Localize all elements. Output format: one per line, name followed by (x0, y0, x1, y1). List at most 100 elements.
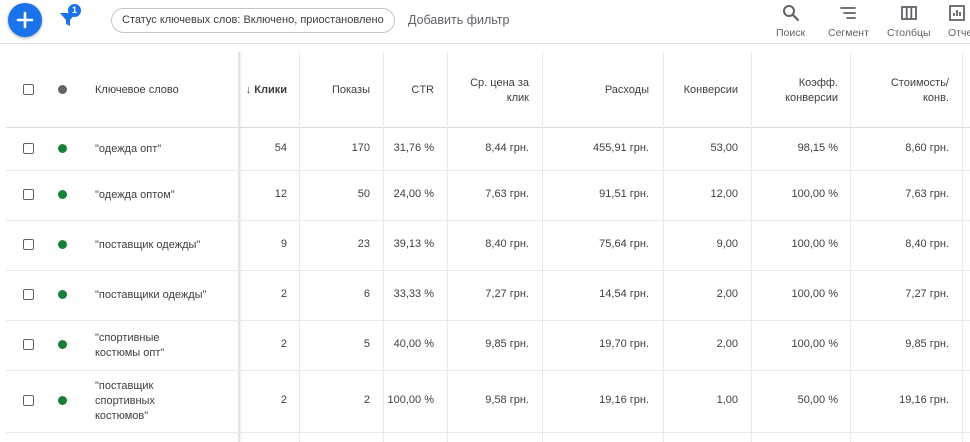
enabled-status-icon (58, 190, 67, 199)
table-header: Ключевое слово ↓ Клики Показы CTR Ср. це… (6, 52, 970, 128)
row-checkbox[interactable] (23, 339, 34, 350)
column-divider (962, 52, 963, 442)
row-checkbox[interactable] (23, 189, 34, 200)
clicks-cell: 2 (280, 338, 287, 350)
keyword-cell[interactable]: "одежда опт" (95, 143, 162, 155)
keyword-status-filter-chip[interactable]: Статус ключевых слов: Включено, приостан… (111, 8, 395, 33)
conversions-cell: 53,00 (710, 142, 738, 154)
cost-per-conversion-cell: 7,63 грн. (905, 188, 949, 200)
enabled-status-icon (58, 240, 67, 249)
header-impressions[interactable]: Показы (331, 84, 370, 96)
header-keyword[interactable]: Ключевое слово (95, 84, 179, 96)
avg-cpc-cell: 8,44 грн. (485, 142, 529, 154)
add-button[interactable] (8, 3, 42, 37)
cost-per-conversion-cell: 8,40 грн. (905, 238, 949, 250)
impressions-cell: 2 (363, 394, 370, 406)
ctr-cell: 24,00 % (393, 188, 434, 200)
avg-cpc-cell: 9,58 грн. (485, 394, 529, 406)
table-row[interactable]: "поставщик спортивных костюмов" 2 2 100,… (6, 371, 970, 433)
cost-cell: 19,16 грн. (599, 394, 649, 406)
row-checkbox[interactable] (23, 395, 34, 406)
clicks-cell: 9 (280, 238, 287, 250)
conversions-cell: 2,00 (716, 288, 738, 300)
column-divider (299, 52, 300, 442)
enabled-status-icon (58, 340, 67, 349)
columns-tool-label: Столбцы (887, 27, 931, 39)
table-row[interactable]: "поставщик одежды" 9 23 39,13 % 8,40 грн… (6, 221, 970, 271)
cost-per-conversion-cell: 8,60 грн. (905, 142, 949, 154)
cost-cell: 19,70 грн. (599, 338, 649, 350)
conversions-cell: 1,00 (716, 394, 738, 406)
enabled-status-icon (58, 396, 67, 405)
column-divider (850, 52, 851, 442)
keyword-cell[interactable]: "поставщики одежды" (95, 289, 207, 301)
header-avg-cpc[interactable]: Ср. цена за клик (470, 77, 529, 104)
conversions-cell: 2,00 (716, 338, 738, 350)
header-cost[interactable]: Расходы (604, 84, 649, 96)
cost-cell: 75,64 грн. (599, 238, 649, 250)
header-conversions[interactable]: Конверсии (683, 84, 738, 96)
ctr-cell: 100,00 % (387, 394, 434, 406)
columns-icon (900, 6, 917, 20)
enabled-status-icon (58, 144, 67, 153)
avg-cpc-cell: 7,63 грн. (485, 188, 529, 200)
search-tool-button[interactable]: Поиск (776, 4, 805, 39)
conversion-rate-cell: 98,15 % (797, 142, 838, 154)
search-tool-label: Поиск (776, 27, 806, 39)
cost-cell: 14,54 грн. (599, 288, 649, 300)
avg-cpc-cell: 7,27 грн. (485, 288, 529, 300)
avg-cpc-cell: 9,85 грн. (485, 338, 529, 350)
keyword-cell[interactable]: "одежда оптом" (95, 189, 175, 201)
row-checkbox[interactable] (23, 239, 34, 250)
clicks-cell: 2 (280, 288, 287, 300)
table-row[interactable]: "одежда опт" 54 170 31,76 % 8,44 грн. 45… (6, 128, 970, 171)
status-header-icon (58, 85, 67, 94)
cost-per-conversion-cell: 19,16 грн. (899, 394, 949, 406)
sort-down-icon: ↓ (245, 84, 252, 96)
row-checkbox[interactable] (23, 143, 34, 154)
reports-tool-button[interactable]: Отчеты (948, 4, 970, 39)
clicks-cell: 54 (274, 142, 287, 154)
reports-tool-label: Отчеты (948, 27, 970, 39)
cost-cell: 91,51 грн. (599, 188, 649, 200)
row-checkbox[interactable] (23, 289, 34, 300)
enabled-status-icon (58, 290, 67, 299)
segment-icon (840, 7, 857, 19)
ctr-cell: 33,33 % (393, 288, 434, 300)
header-conversion-rate[interactable]: Коэфф. конверсии (785, 77, 838, 104)
clicks-cell: 2 (280, 394, 287, 406)
segment-tool-button[interactable]: Сегмент (828, 4, 869, 39)
segment-tool-label: Сегмент (828, 27, 869, 39)
impressions-cell: 23 (357, 238, 370, 250)
header-cost-per-conversion[interactable]: Стоимость/ конв. (890, 77, 949, 104)
select-all-checkbox[interactable] (23, 84, 34, 95)
impressions-cell: 170 (351, 142, 370, 154)
header-ctr[interactable]: CTR (411, 84, 434, 96)
table-row[interactable]: "одежда оптом" 12 50 24,00 % 7,63 грн. 9… (6, 171, 970, 221)
clicks-cell: 12 (274, 188, 287, 200)
column-divider (542, 52, 543, 442)
impressions-cell: 6 (363, 288, 370, 300)
table-row[interactable]: "спортивные костюмы опт" 2 5 40,00 % 9,8… (6, 321, 970, 371)
impressions-cell: 5 (363, 338, 370, 350)
toolbar: 1 Статус ключевых слов: Включено, приост… (0, 0, 970, 44)
keyword-cell[interactable]: "спортивные костюмы опт" (95, 332, 165, 359)
keyword-cell[interactable]: "поставщик одежды" (95, 239, 201, 251)
keyword-cell[interactable]: "поставщик спортивных костюмов" (95, 380, 155, 422)
conversion-rate-cell: 100,00 % (791, 238, 838, 250)
add-filter-button[interactable]: Добавить фильтр (408, 13, 510, 27)
column-divider (447, 52, 448, 442)
conversion-rate-cell: 100,00 % (791, 188, 838, 200)
column-divider (383, 52, 384, 442)
columns-tool-button[interactable]: Столбцы (887, 4, 931, 39)
column-divider (663, 52, 664, 442)
plus-icon (16, 11, 34, 29)
conversions-cell: 12,00 (710, 188, 738, 200)
column-divider (751, 52, 752, 442)
header-clicks[interactable]: ↓ Клики (239, 83, 287, 98)
conversion-rate-cell: 50,00 % (797, 394, 838, 406)
header-clicks-label: Клики (254, 84, 287, 96)
table-row[interactable]: "поставщики одежды" 2 6 33,33 % 7,27 грн… (6, 271, 970, 321)
conversion-rate-cell: 100,00 % (791, 338, 838, 350)
ctr-cell: 40,00 % (393, 338, 434, 350)
